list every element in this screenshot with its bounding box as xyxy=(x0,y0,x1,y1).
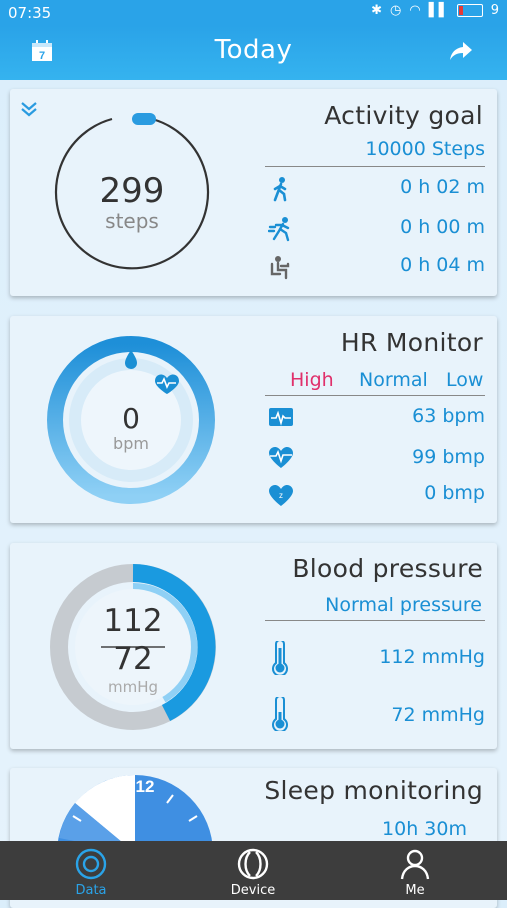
share-icon[interactable] xyxy=(449,40,473,62)
bp-diastolic-value: 72 mmHg xyxy=(391,704,485,726)
bluetooth-icon: ✱ xyxy=(371,3,383,18)
signal-icon: ▌▌ xyxy=(428,3,449,18)
bp-gauge xyxy=(50,564,216,730)
sit-icon xyxy=(270,256,290,280)
bp-systolic-value: 112 mmHg xyxy=(379,646,485,668)
hr-drop-marker xyxy=(125,350,137,369)
steps-label: steps xyxy=(105,209,159,233)
bottom-nav: Data Device Me xyxy=(0,841,507,900)
divider xyxy=(265,395,485,396)
alarm-icon: ◷ xyxy=(390,3,402,18)
sleep-clock-label: 12 xyxy=(136,777,155,796)
person-icon xyxy=(400,849,430,880)
hr-level-normal: Normal xyxy=(359,369,428,391)
status-time: 07:35 xyxy=(8,4,52,22)
data-icon xyxy=(75,848,107,880)
device-icon xyxy=(237,848,269,880)
calendar-icon[interactable]: 7 xyxy=(31,40,53,62)
wifi-icon: ◠ xyxy=(409,3,421,18)
sleep-duration: 10h 30m xyxy=(382,818,467,840)
hr-card[interactable]: 0 bpm HR Monitor High Normal Low 63 bpm … xyxy=(10,316,497,523)
hr-unit: bpm xyxy=(113,434,149,453)
divider xyxy=(265,166,485,167)
hr-level-low: Low xyxy=(446,369,484,391)
hr-gauge xyxy=(47,336,215,504)
steps-progress-marker xyxy=(132,113,156,125)
bp-card[interactable]: 112 72 mmHg Blood pressure Normal pressu… xyxy=(10,543,497,749)
battery-icon xyxy=(456,4,483,17)
run-duration: 0 h 00 m xyxy=(400,216,485,238)
walk-icon xyxy=(273,177,287,202)
page-title: Today xyxy=(214,35,293,65)
activity-card[interactable]: 299 steps Activity goal 10000 Steps 0 h … xyxy=(10,89,497,296)
svg-text:z: z xyxy=(279,491,283,500)
nav-data-label: Data xyxy=(75,883,107,898)
activity-title: Activity goal xyxy=(324,101,483,130)
sleep-heart-icon: z xyxy=(269,484,293,506)
sleep-title: Sleep monitoring xyxy=(264,776,483,805)
chevrons-down-icon[interactable] xyxy=(20,101,38,121)
bp-diastolic: 72 xyxy=(113,641,153,677)
pulse-icon xyxy=(269,408,293,426)
hr-max-value: 99 bmp xyxy=(412,446,485,468)
divider xyxy=(265,620,485,621)
activity-goal-value: 10000 Steps xyxy=(365,138,485,160)
bp-unit: mmHg xyxy=(107,678,159,696)
bp-status: Normal pressure xyxy=(325,594,482,616)
walk-duration: 0 h 02 m xyxy=(400,176,485,198)
thermometer-low-icon xyxy=(272,697,288,731)
hr-value: 0 xyxy=(122,402,140,435)
sit-duration: 0 h 04 m xyxy=(400,254,485,276)
app-bar: 7 Today xyxy=(0,26,507,80)
steps-count: 299 xyxy=(99,171,165,211)
hr-heart-badge xyxy=(155,374,179,394)
calendar-day: 7 xyxy=(39,50,45,62)
run-icon xyxy=(268,217,290,242)
hr-title: HR Monitor xyxy=(340,328,483,357)
steps-ring xyxy=(54,113,210,270)
status-bar: 07:35 ✱ ◷ ◠ ▌▌ 9 xyxy=(0,0,507,26)
hr-level-high: High xyxy=(290,369,334,391)
nav-device-label: Device xyxy=(230,883,276,898)
battery-level: 9 xyxy=(490,3,499,18)
thermometer-high-icon xyxy=(272,641,288,675)
bp-title: Blood pressure xyxy=(292,554,483,583)
heart-icon xyxy=(269,446,293,468)
hr-avg-value: 63 bpm xyxy=(412,405,485,427)
nav-me-label: Me xyxy=(405,883,425,898)
bp-systolic: 112 xyxy=(103,603,163,639)
hr-sleep-value: 0 bmp xyxy=(424,482,485,504)
